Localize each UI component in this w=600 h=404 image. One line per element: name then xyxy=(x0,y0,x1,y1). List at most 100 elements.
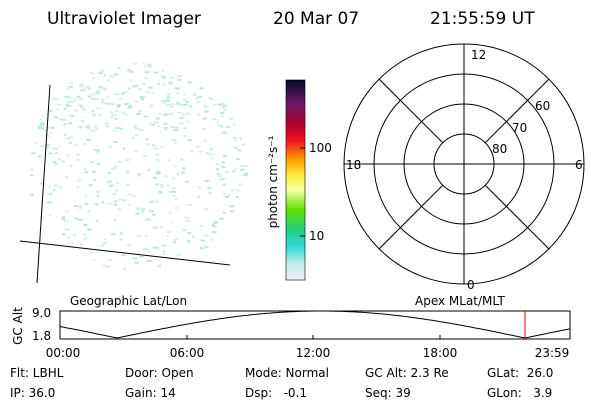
speckle xyxy=(90,161,94,163)
speckle xyxy=(64,220,69,223)
speckle xyxy=(184,180,190,183)
speckle xyxy=(98,114,103,117)
speckle xyxy=(89,251,94,254)
speckle xyxy=(30,174,34,176)
speckle xyxy=(65,176,68,179)
speckle xyxy=(93,259,96,261)
speckle xyxy=(229,117,233,120)
speckle xyxy=(110,116,114,119)
polar-label: 18 xyxy=(346,158,361,172)
speckle xyxy=(94,97,100,100)
speckle xyxy=(142,83,147,86)
speckle xyxy=(160,75,165,78)
speckle xyxy=(116,105,121,108)
speckle xyxy=(240,165,244,167)
speckle xyxy=(83,237,88,240)
speckle xyxy=(69,82,74,85)
speckle xyxy=(177,78,181,81)
image-speckles xyxy=(29,62,249,270)
speckle xyxy=(217,103,223,106)
speckle xyxy=(54,152,58,155)
speckle xyxy=(120,111,126,114)
speckle xyxy=(216,121,219,124)
speckle xyxy=(129,193,132,196)
speckle xyxy=(236,196,239,198)
speckle xyxy=(108,145,112,148)
speckle xyxy=(61,233,66,236)
speckle xyxy=(53,97,59,100)
speckle xyxy=(170,105,174,108)
speckle xyxy=(56,108,59,111)
speckle xyxy=(179,116,184,119)
speckle xyxy=(166,96,171,99)
speckle xyxy=(109,75,112,78)
speckle xyxy=(38,127,43,129)
speckle xyxy=(163,128,168,131)
speckle xyxy=(61,218,65,221)
speckle xyxy=(108,259,112,261)
speckle xyxy=(83,116,86,119)
speckle xyxy=(217,175,222,178)
speckle xyxy=(134,149,138,152)
speckle xyxy=(200,239,206,242)
speckle xyxy=(237,149,242,152)
speckle xyxy=(207,96,212,99)
speckle xyxy=(159,184,164,187)
speckle xyxy=(132,195,136,198)
speckle xyxy=(167,93,171,96)
speckle xyxy=(162,244,165,247)
speckle xyxy=(92,114,97,117)
speckle xyxy=(58,144,62,147)
speckle xyxy=(95,92,100,95)
speckle xyxy=(88,88,92,90)
speckle xyxy=(132,85,137,88)
speckle xyxy=(219,178,225,181)
speckle xyxy=(69,115,75,118)
speckle xyxy=(199,150,203,153)
speckle xyxy=(95,90,101,93)
grid-line xyxy=(36,84,51,284)
speckle xyxy=(229,205,235,208)
speckle xyxy=(187,81,191,84)
speckle xyxy=(52,147,58,150)
speckle xyxy=(217,124,222,127)
speckle xyxy=(81,120,85,123)
ring-label: 70 xyxy=(512,121,527,135)
speckle xyxy=(234,139,238,142)
speckle xyxy=(93,125,98,128)
speckle xyxy=(137,172,142,175)
speckle xyxy=(87,95,91,98)
speckle xyxy=(177,111,183,114)
speckle xyxy=(101,201,105,204)
speckle xyxy=(222,103,225,106)
speckle xyxy=(226,126,230,129)
speckle xyxy=(111,103,115,106)
speckle xyxy=(187,139,192,142)
speckle xyxy=(84,224,88,227)
speckle xyxy=(114,218,117,221)
speckle xyxy=(177,173,180,176)
speckle xyxy=(195,145,201,148)
speckle xyxy=(125,158,131,161)
speckle xyxy=(208,153,214,156)
speckle xyxy=(180,158,183,161)
speckle xyxy=(84,202,89,205)
speckle xyxy=(171,177,175,180)
speckle xyxy=(192,235,195,238)
speckle xyxy=(64,95,69,98)
speckle xyxy=(104,88,108,91)
speckle xyxy=(199,87,204,90)
speckle xyxy=(162,75,167,78)
speckle xyxy=(162,252,165,255)
speckle xyxy=(209,148,213,151)
info-field: Dsp: -0.1 xyxy=(245,386,307,400)
speckle xyxy=(68,136,74,139)
speckle xyxy=(109,102,114,105)
speckle xyxy=(199,247,204,250)
speckle xyxy=(155,158,161,161)
speckle xyxy=(118,198,123,201)
speckle xyxy=(161,70,165,73)
speckle xyxy=(102,264,107,267)
speckle xyxy=(222,106,227,109)
speckle xyxy=(49,109,53,112)
